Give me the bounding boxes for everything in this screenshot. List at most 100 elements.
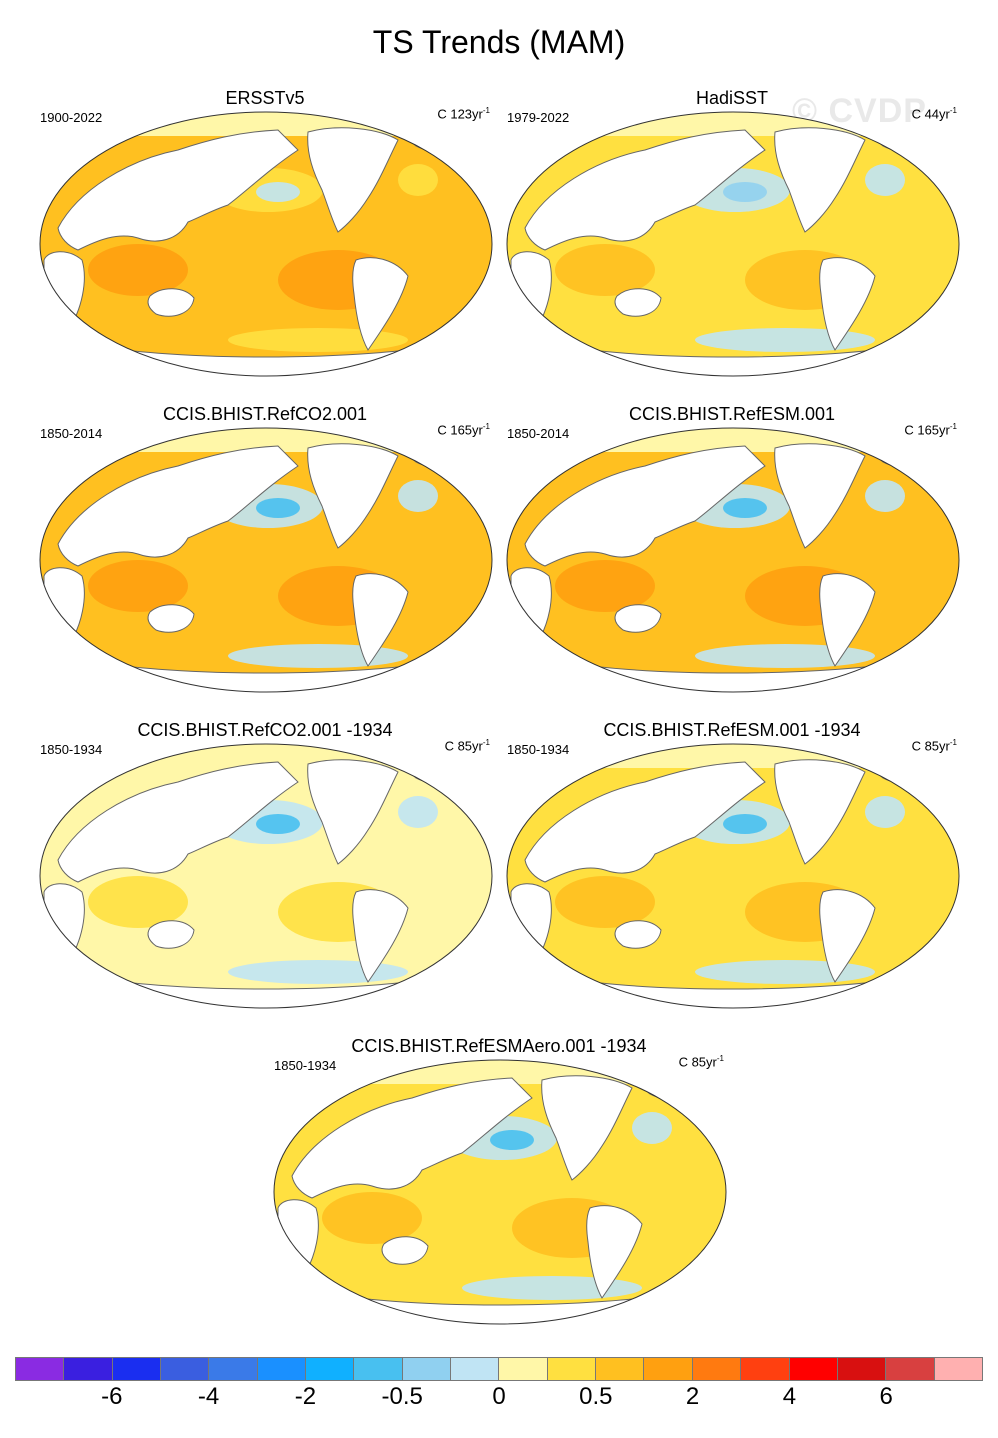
- panel-period: 1979-2022: [507, 110, 570, 125]
- trend-anomaly-region: [865, 480, 905, 512]
- colorbar-box: [306, 1358, 355, 1380]
- panel-title: CCIS.BHIST.RefESM.001 -1934: [603, 720, 861, 740]
- colorbar-box: [886, 1358, 935, 1380]
- colorbar-box: [112, 1358, 162, 1380]
- colorbar-tick-label: 4: [782, 1383, 797, 1410]
- map-panel-refco2: CCIS.BHIST.RefCO2.001 1850-2014 C 165yr-…: [30, 404, 500, 704]
- panel-title: CCIS.BHIST.RefCO2.001 -1934: [137, 720, 393, 740]
- colorbar: [15, 1357, 983, 1381]
- colorbar-tick-label: -6: [101, 1383, 123, 1410]
- map-panel-hadisst: HadiSST 1979-2022 C 44yr-1: [497, 88, 967, 388]
- colorbar-box: [934, 1358, 982, 1380]
- eurasia-land: [57, 761, 299, 883]
- map-panel-erssst: ERSSTv5 1900-2022 C 123yr-1: [30, 88, 500, 388]
- colorbar-tick-label: 2: [685, 1383, 700, 1410]
- australia-land: [147, 288, 195, 317]
- map-panel-refesmaero-1934: CCIS.BHIST.RefESMAero.001 -1934 1850-193…: [264, 1036, 734, 1336]
- world-map: [39, 427, 493, 693]
- south-america-land: [352, 573, 409, 667]
- colorbar-box: [692, 1358, 742, 1380]
- panel-units: C 165yr-1: [437, 422, 490, 438]
- colorbar-tick-label: 0.5: [579, 1383, 613, 1410]
- map-border: [506, 427, 960, 693]
- trend-anomaly-region: [723, 814, 767, 834]
- africa-land: [43, 567, 85, 647]
- north-america-land: [307, 443, 399, 549]
- world-map: [273, 1059, 727, 1325]
- eurasia-land: [524, 761, 766, 883]
- colorbar-box: [257, 1358, 307, 1380]
- eurasia-land: [57, 129, 299, 251]
- world-map: [39, 743, 493, 1009]
- eurasia-land: [291, 1077, 533, 1199]
- trend-anomaly-region: [555, 560, 655, 612]
- eurasia-land: [524, 129, 766, 251]
- colorbar-tick-label: 0: [492, 1383, 506, 1410]
- north-america-land: [774, 443, 866, 549]
- world-map: [39, 111, 493, 377]
- panel-title: CCIS.BHIST.RefCO2.001: [162, 404, 368, 424]
- trend-anomaly-region: [632, 1112, 672, 1144]
- panel-title: CCIS.BHIST.RefESM.001: [628, 404, 836, 424]
- south-america-land: [819, 889, 876, 983]
- panel-units: C 165yr-1: [904, 422, 957, 438]
- trend-anomaly-region: [398, 480, 438, 512]
- colorbar-tick-label: -2: [294, 1383, 317, 1410]
- panel-period: 1850-1934: [274, 1058, 337, 1073]
- africa-land: [43, 251, 85, 331]
- trend-anomaly-region: [88, 560, 188, 612]
- australia-land: [381, 1236, 429, 1265]
- trend-anomaly-region: [555, 244, 655, 296]
- north-america-land: [774, 759, 866, 865]
- trend-anomaly-region: [88, 244, 188, 296]
- trend-anomaly-region: [256, 182, 300, 202]
- trend-anomaly-region: [865, 164, 905, 196]
- trend-anomaly-region: [256, 814, 300, 834]
- eurasia-land: [524, 445, 766, 567]
- colorbar-box: [161, 1358, 210, 1380]
- panel-units: C 85yr-1: [678, 1054, 724, 1070]
- map-border: [39, 743, 493, 1009]
- australia-land: [147, 920, 195, 949]
- australia-land: [147, 604, 195, 633]
- colorbar-box: [16, 1358, 65, 1380]
- africa-land: [277, 1199, 319, 1279]
- trend-anomaly-region: [723, 182, 767, 202]
- panel-period: 1850-2014: [40, 426, 103, 441]
- map-panel-refco2-1934: CCIS.BHIST.RefCO2.001 -1934 1850-1934 C …: [30, 720, 500, 1020]
- panel-period: 1850-1934: [507, 742, 570, 757]
- colorbar-tick-label: 6: [879, 1383, 893, 1410]
- colorbar-box: [354, 1358, 403, 1380]
- australia-land: [614, 604, 662, 633]
- panel-title: ERSSTv5: [225, 88, 305, 108]
- map-border: [506, 743, 960, 1009]
- africa-land: [510, 251, 552, 331]
- colorbar-tick-label: -4: [197, 1383, 220, 1410]
- trend-anomaly-region: [865, 796, 905, 828]
- north-america-land: [541, 1075, 633, 1181]
- trend-anomaly-region: [256, 498, 300, 518]
- africa-land: [510, 567, 552, 647]
- trend-anomaly-region: [88, 876, 188, 928]
- world-map: [506, 743, 960, 1009]
- south-america-land: [352, 257, 409, 351]
- map-border: [39, 111, 493, 377]
- colorbar-tick-label: -0.5: [381, 1383, 423, 1410]
- south-america-land: [819, 257, 876, 351]
- colorbar-box: [789, 1358, 838, 1380]
- colorbar-box: [596, 1358, 645, 1380]
- colorbar-box: [547, 1358, 597, 1380]
- trend-anomaly-region: [490, 1130, 534, 1150]
- map-panel-refesm-1934: CCIS.BHIST.RefESM.001 -1934 1850-1934 C …: [497, 720, 967, 1020]
- colorbar-box: [209, 1358, 258, 1380]
- panel-units: C 85yr-1: [911, 738, 957, 754]
- world-map: [506, 111, 960, 377]
- australia-land: [614, 288, 662, 317]
- panel-period: 1850-2014: [507, 426, 570, 441]
- panel-title: CCIS.BHIST.RefESMAero.001 -1934: [351, 1036, 647, 1056]
- colorbar-box: [499, 1358, 548, 1380]
- africa-land: [510, 883, 552, 963]
- trend-anomaly-region: [398, 796, 438, 828]
- map-panel-refesm: CCIS.BHIST.RefESM.001 1850-2014 C 165yr-…: [497, 404, 967, 704]
- africa-land: [43, 883, 85, 963]
